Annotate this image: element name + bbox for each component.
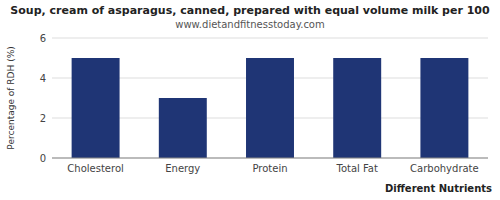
x-tick-label: Protein <box>252 163 287 174</box>
bars <box>72 58 469 158</box>
x-axis-label: Different Nutrients <box>385 183 492 194</box>
y-tick-label: 0 <box>40 153 46 164</box>
x-tick-label: Carbohydrate <box>410 163 479 174</box>
y-tick-label: 6 <box>40 33 46 44</box>
title: Soup, cream of asparagus, canned, prepar… <box>10 4 490 17</box>
subtitle: www.dietandfitnesstoday.com <box>175 19 324 30</box>
chart-container: Soup, cream of asparagus, canned, prepar… <box>0 0 500 200</box>
bar <box>159 98 207 158</box>
y-tick-label: 4 <box>40 73 46 84</box>
bar <box>333 58 381 158</box>
x-tick-label: Total Fat <box>335 163 377 174</box>
bar <box>246 58 294 158</box>
grid <box>52 38 488 158</box>
y-tick-label: 2 <box>40 113 46 124</box>
bar <box>420 58 468 158</box>
grid-line <box>52 38 488 39</box>
y-axis-label: Percentage of RDH (%) <box>6 46 16 149</box>
bar <box>72 58 120 158</box>
chart: Soup, cream of asparagus, canned, prepar… <box>0 0 500 200</box>
grid-line <box>52 158 488 159</box>
x-tick-label: Cholesterol <box>67 163 123 174</box>
x-tick-label: Energy <box>165 163 200 174</box>
x-axis-line <box>52 158 488 159</box>
